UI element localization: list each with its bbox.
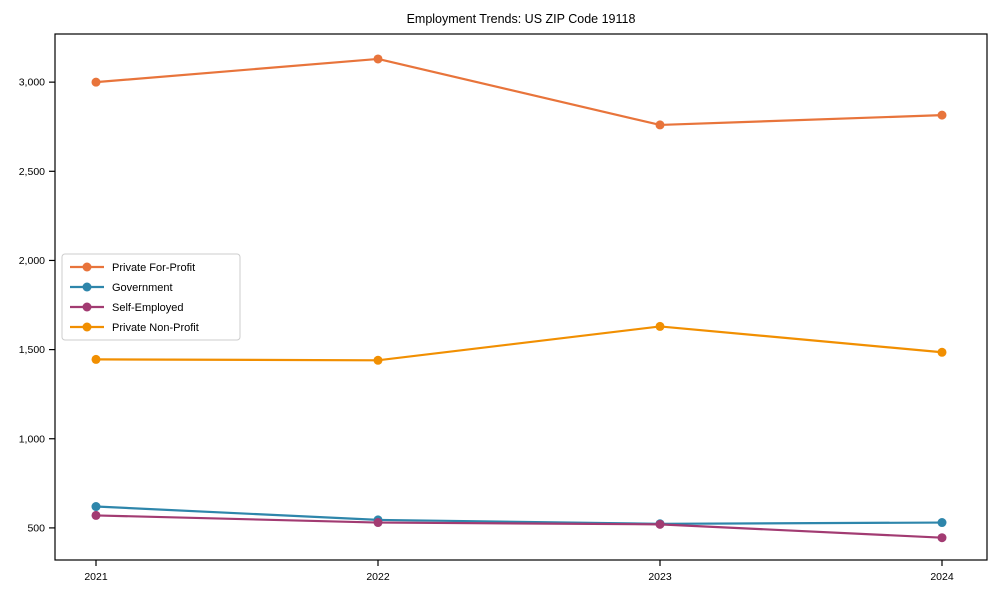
legend-label: Private Non-Profit xyxy=(112,322,199,334)
data-point-private-for-profit-2021 xyxy=(91,77,101,87)
legend-marker-icon xyxy=(82,322,92,332)
data-point-self-employed-2024 xyxy=(937,533,947,543)
y-tick-label: 2,500 xyxy=(19,166,45,178)
x-tick-label: 2023 xyxy=(648,571,672,583)
series-line-government xyxy=(94,505,944,525)
legend-marker-icon xyxy=(82,262,92,272)
data-point-self-employed-2021 xyxy=(91,510,101,520)
legend-marker-icon xyxy=(82,302,92,312)
legend-label: Government xyxy=(112,282,173,294)
series-line-private-non-profit xyxy=(94,325,944,362)
data-point-private-non-profit-2022 xyxy=(373,355,383,365)
x-tick-label: 2024 xyxy=(930,571,954,583)
legend-marker-icon xyxy=(82,282,92,292)
data-point-private-non-profit-2023 xyxy=(655,321,665,331)
y-tick-label: 1,000 xyxy=(19,433,45,445)
data-point-self-employed-2023 xyxy=(655,519,665,529)
chart-title: Employment Trends: US ZIP Code 19118 xyxy=(406,12,636,26)
plot-border xyxy=(54,33,988,561)
legend-label: Self-Employed xyxy=(112,302,184,314)
legend-label: Private For-Profit xyxy=(112,262,195,274)
y-tick-label: 1,500 xyxy=(19,344,45,356)
legend-box xyxy=(61,253,241,341)
x-tick-label: 2022 xyxy=(366,571,390,583)
y-tick-label: 2,000 xyxy=(19,255,45,267)
data-point-government-2024 xyxy=(937,518,947,528)
series-line-private-for-profit xyxy=(94,57,944,127)
y-tick-label: 500 xyxy=(27,523,45,535)
y-tick-label: 3,000 xyxy=(19,77,45,89)
data-point-government-2021 xyxy=(91,502,101,512)
series-line-self-employed xyxy=(94,514,944,539)
data-point-private-for-profit-2023 xyxy=(655,120,665,130)
data-point-self-employed-2022 xyxy=(373,518,383,528)
x-tick-label: 2021 xyxy=(84,571,108,583)
data-point-private-for-profit-2024 xyxy=(937,110,947,120)
data-point-private-for-profit-2022 xyxy=(373,54,383,64)
data-point-private-non-profit-2021 xyxy=(91,354,101,364)
data-point-private-non-profit-2024 xyxy=(937,347,947,357)
